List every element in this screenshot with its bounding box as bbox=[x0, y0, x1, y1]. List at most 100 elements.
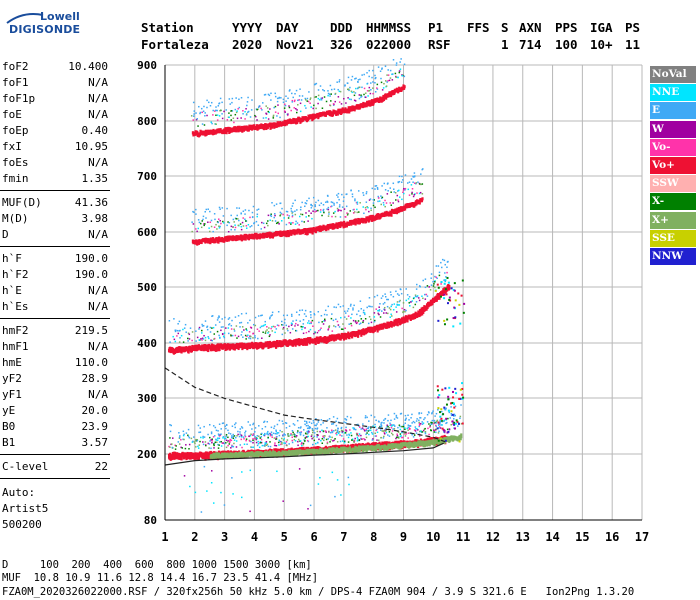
echo-dot bbox=[383, 182, 386, 185]
echo-dot bbox=[297, 324, 299, 326]
echo-dot bbox=[377, 312, 379, 315]
echo-dot bbox=[319, 328, 321, 331]
echo-dot bbox=[191, 331, 194, 333]
echo-dot bbox=[368, 210, 370, 213]
param-name: foEp bbox=[2, 124, 29, 137]
echo-dot bbox=[336, 429, 339, 432]
echo-dot bbox=[461, 393, 464, 396]
legend-item-nne: NNE bbox=[650, 84, 696, 102]
echo-dot bbox=[395, 199, 397, 201]
echo-dot bbox=[286, 314, 289, 317]
echo-dot bbox=[218, 315, 220, 317]
echo-dot bbox=[296, 452, 299, 457]
echo-dot bbox=[217, 317, 219, 319]
legend-label: NNW bbox=[652, 249, 683, 262]
echo-dot bbox=[364, 415, 367, 417]
echo-dot bbox=[218, 206, 221, 209]
echo-dot bbox=[294, 325, 296, 327]
echo-dot bbox=[247, 223, 250, 226]
echo-dot bbox=[218, 321, 221, 323]
echo-dot bbox=[275, 203, 278, 205]
echo-dot bbox=[286, 114, 289, 117]
echo-dot bbox=[350, 90, 353, 92]
echo-dot bbox=[275, 429, 277, 432]
echo-dot bbox=[171, 443, 173, 445]
echo-dot bbox=[319, 99, 321, 101]
echo-dot bbox=[406, 427, 409, 430]
echo-dot bbox=[384, 65, 387, 68]
echo-dot bbox=[320, 98, 323, 101]
echo-dot bbox=[311, 217, 313, 220]
echo-dot bbox=[174, 330, 177, 333]
echo-dot bbox=[254, 316, 257, 319]
echo-dot bbox=[279, 213, 282, 216]
echo-dot bbox=[383, 422, 385, 424]
echo-dot bbox=[363, 438, 365, 440]
echo-dot bbox=[299, 434, 302, 436]
echo-dot bbox=[350, 434, 353, 437]
echo-dot bbox=[421, 423, 424, 425]
param-row-b1: B1 3.57 bbox=[2, 436, 108, 451]
echo-dot bbox=[398, 300, 401, 303]
echo-dot bbox=[390, 313, 392, 316]
echo-dot bbox=[447, 417, 449, 420]
echo-dot bbox=[374, 81, 376, 84]
echo-dot bbox=[197, 219, 200, 221]
param-row-hme: hmE 110.0 bbox=[2, 356, 108, 371]
echo-dot bbox=[395, 414, 398, 417]
echo-dot bbox=[175, 329, 177, 332]
echo-dot bbox=[453, 418, 455, 420]
echo-dot bbox=[313, 421, 315, 424]
echo-dot bbox=[218, 345, 221, 352]
echo-dot bbox=[379, 70, 382, 72]
echo-dot bbox=[294, 92, 296, 95]
echo-dot bbox=[354, 211, 356, 213]
echo-dot bbox=[284, 442, 287, 444]
echo-dot bbox=[352, 212, 355, 214]
echo-dot bbox=[402, 424, 405, 426]
echo-dot bbox=[244, 434, 246, 436]
echo-dot bbox=[213, 333, 216, 335]
echo-dot bbox=[291, 434, 293, 436]
echo-dot bbox=[262, 331, 264, 334]
echo-dot bbox=[325, 431, 327, 433]
echo-dot bbox=[239, 322, 241, 324]
echo-dot bbox=[416, 428, 418, 430]
echo-dot bbox=[241, 471, 243, 473]
echo-dot bbox=[210, 101, 213, 104]
echo-dot bbox=[320, 97, 322, 100]
echo-dot bbox=[408, 425, 411, 427]
echo-dot bbox=[344, 327, 346, 330]
echo-dot bbox=[338, 206, 341, 208]
echo-dot bbox=[358, 433, 361, 435]
echo-dot bbox=[188, 437, 191, 439]
echo-dot bbox=[263, 226, 266, 229]
echo-dot bbox=[417, 429, 419, 431]
echo-dot bbox=[233, 221, 235, 223]
echo-dot bbox=[249, 440, 251, 442]
echo-dot bbox=[393, 412, 396, 415]
echo-dot bbox=[435, 422, 438, 424]
echo-dot bbox=[432, 280, 434, 283]
echo-dot bbox=[203, 124, 206, 126]
echo-dot bbox=[332, 416, 335, 418]
echo-dot bbox=[304, 420, 306, 422]
echo-dot bbox=[244, 218, 246, 221]
echo-dot bbox=[364, 313, 366, 316]
echo-dot bbox=[399, 413, 402, 415]
echo-dot bbox=[201, 325, 204, 327]
echo-dot bbox=[176, 335, 178, 337]
echo-dot bbox=[435, 420, 438, 423]
echo-dot bbox=[401, 198, 403, 201]
echo-dot bbox=[238, 435, 241, 438]
echo-dot bbox=[419, 416, 421, 419]
echo-dot bbox=[360, 307, 363, 310]
echo-dot bbox=[437, 396, 440, 399]
echo-dot bbox=[302, 318, 305, 321]
echo-dot bbox=[336, 433, 338, 436]
echo-dot bbox=[392, 424, 394, 426]
echo-dot bbox=[177, 323, 179, 325]
echo-dot bbox=[244, 110, 246, 113]
echo-dot bbox=[440, 408, 443, 411]
echo-dot bbox=[398, 424, 401, 426]
